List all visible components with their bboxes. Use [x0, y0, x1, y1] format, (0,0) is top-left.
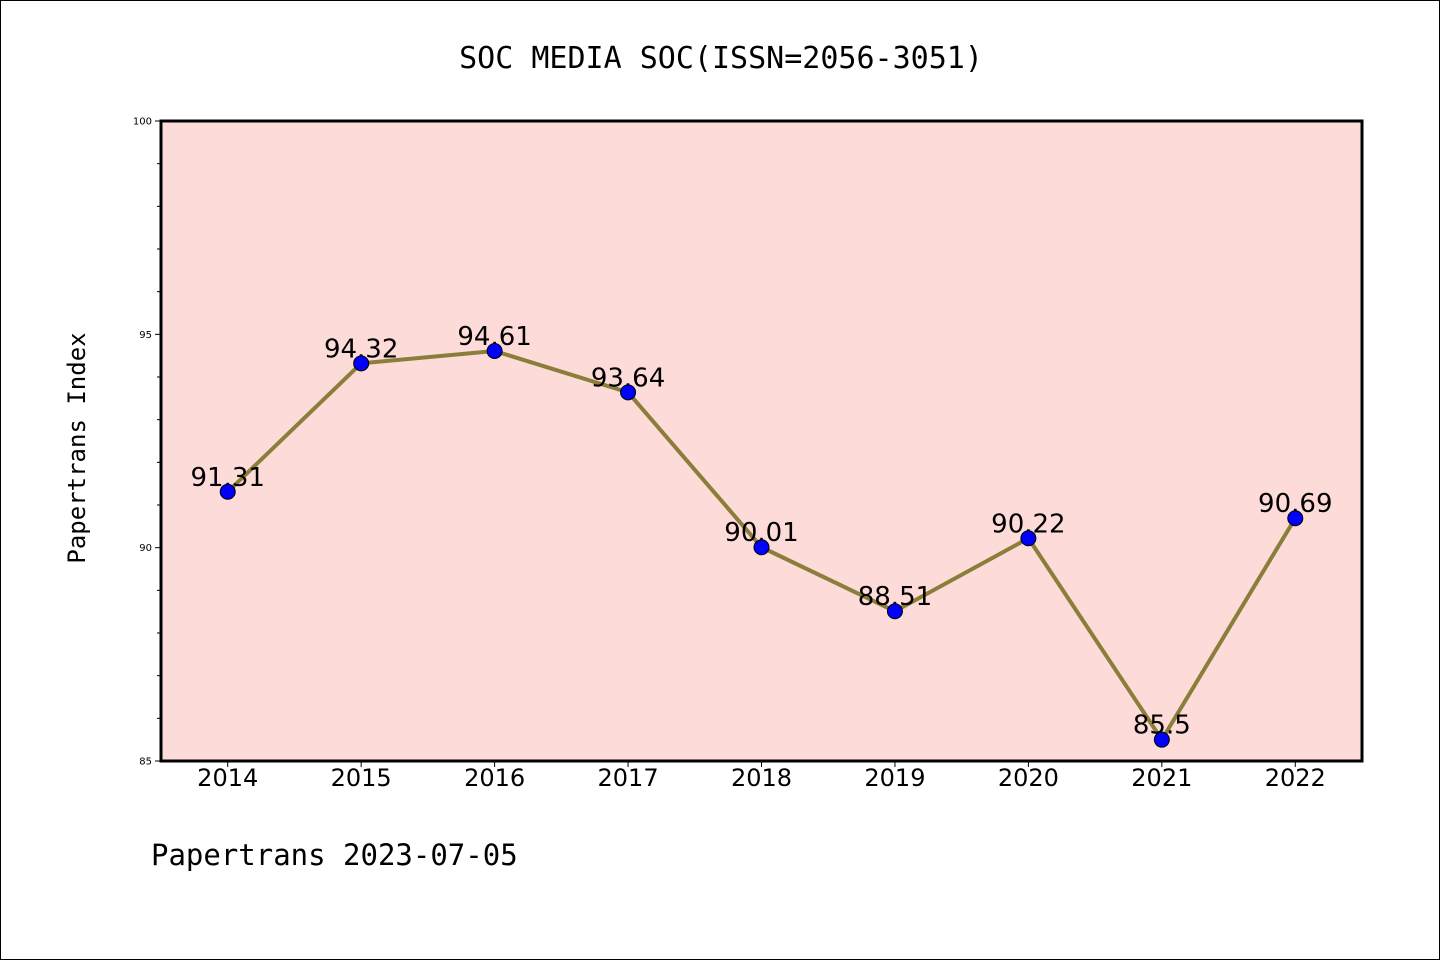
- data-point-marker: [753, 539, 770, 556]
- x-tick-label: 2021: [1131, 764, 1192, 792]
- x-tick-label: 2022: [1265, 764, 1326, 792]
- x-tick-label: 2020: [998, 764, 1059, 792]
- chart-title: SOC MEDIA SOC(ISSN=2056-3051): [459, 41, 983, 76]
- x-tick-label: 2014: [197, 764, 258, 792]
- y-tick-label: 90: [139, 543, 152, 554]
- x-tick-labels: 2014 2015 2016 2017 2018 2019 2020 2021 2022: [197, 764, 1326, 792]
- data-point-marker: [353, 355, 370, 372]
- data-point-marker: [886, 603, 903, 620]
- data-point-marker: [486, 342, 503, 359]
- data-point-marker: [219, 483, 236, 500]
- data-point-marker: [1287, 510, 1304, 527]
- x-tick-label: 2019: [864, 764, 925, 792]
- data-point-marker: [1153, 731, 1170, 748]
- x-tick-label: 2018: [731, 764, 792, 792]
- data-point-marker: [620, 384, 637, 401]
- y-tick-label: 85: [139, 757, 152, 768]
- x-tick-label: 2015: [331, 764, 392, 792]
- data-point-marker: [1020, 530, 1037, 547]
- y-tick-label: 95: [139, 330, 152, 341]
- y-tick-labels: 85 90 95 100: [133, 117, 152, 768]
- plot-area: [161, 121, 1362, 761]
- x-tick-label: 2016: [464, 764, 525, 792]
- footer-date-text: Papertrans 2023-07-05: [151, 838, 518, 872]
- plot-frame: [159, 119, 1364, 763]
- y-axis-label: Papertrans Index: [63, 332, 91, 563]
- x-tick-label: 2017: [598, 764, 659, 792]
- data-markers: [219, 342, 1304, 748]
- y-tick-label: 100: [133, 117, 152, 128]
